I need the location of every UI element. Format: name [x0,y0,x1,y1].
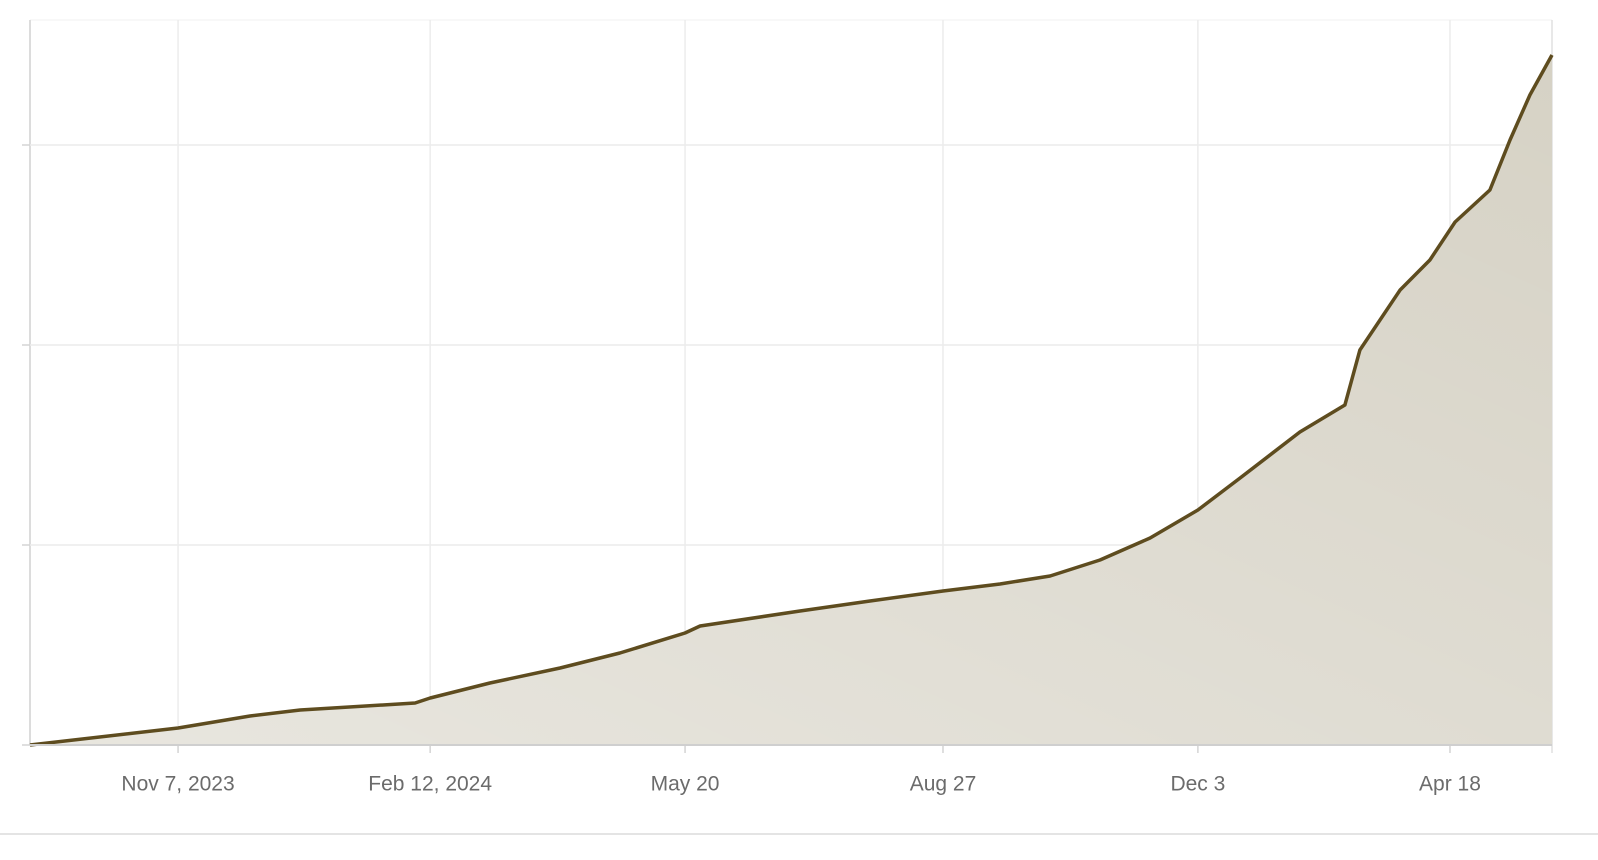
x-tick-label: May 20 [651,773,720,796]
x-tick-label: Dec 3 [1170,773,1225,796]
x-tick-label: Feb 12, 2024 [368,773,492,796]
x-tick-label: Aug 27 [910,773,977,796]
x-tick-label: Nov 7, 2023 [121,773,234,796]
x-tick-label: Apr 18 [1419,773,1481,796]
area-highlight [30,55,1552,745]
area-line [29,54,1554,747]
